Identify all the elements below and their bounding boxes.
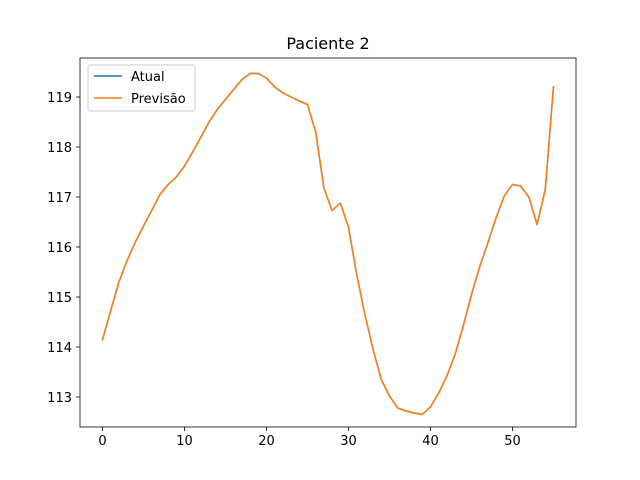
legend: Atual Previsão (87, 64, 196, 112)
y-tick-label: 119 (47, 91, 72, 106)
plot-frame (79, 57, 577, 428)
x-tick-label: 30 (340, 434, 357, 449)
x-tick-label: 0 (98, 434, 106, 449)
y-tick-label: 118 (47, 141, 72, 156)
y-tick-label: 116 (47, 241, 72, 256)
y-tick-label: 114 (47, 341, 72, 356)
axes-layer: 0 10 20 30 40 50 113 114 115 116 117 118 119 (47, 57, 577, 449)
legend-label-previsao: Previsão (131, 92, 186, 107)
y-tick-label: 115 (47, 291, 72, 306)
x-tick-label: 20 (258, 434, 275, 449)
x-tick-label: 40 (422, 434, 439, 449)
y-tick-label: 117 (47, 191, 72, 206)
series-layer (101, 72, 555, 416)
chart-title: Paciente 2 (286, 34, 369, 53)
y-tick-label: 113 (47, 391, 72, 406)
series-line-previsao (101, 72, 555, 416)
legend-label-atual: Atual (131, 70, 165, 85)
x-tick-label: 50 (504, 434, 521, 449)
x-tick-label: 10 (176, 434, 193, 449)
